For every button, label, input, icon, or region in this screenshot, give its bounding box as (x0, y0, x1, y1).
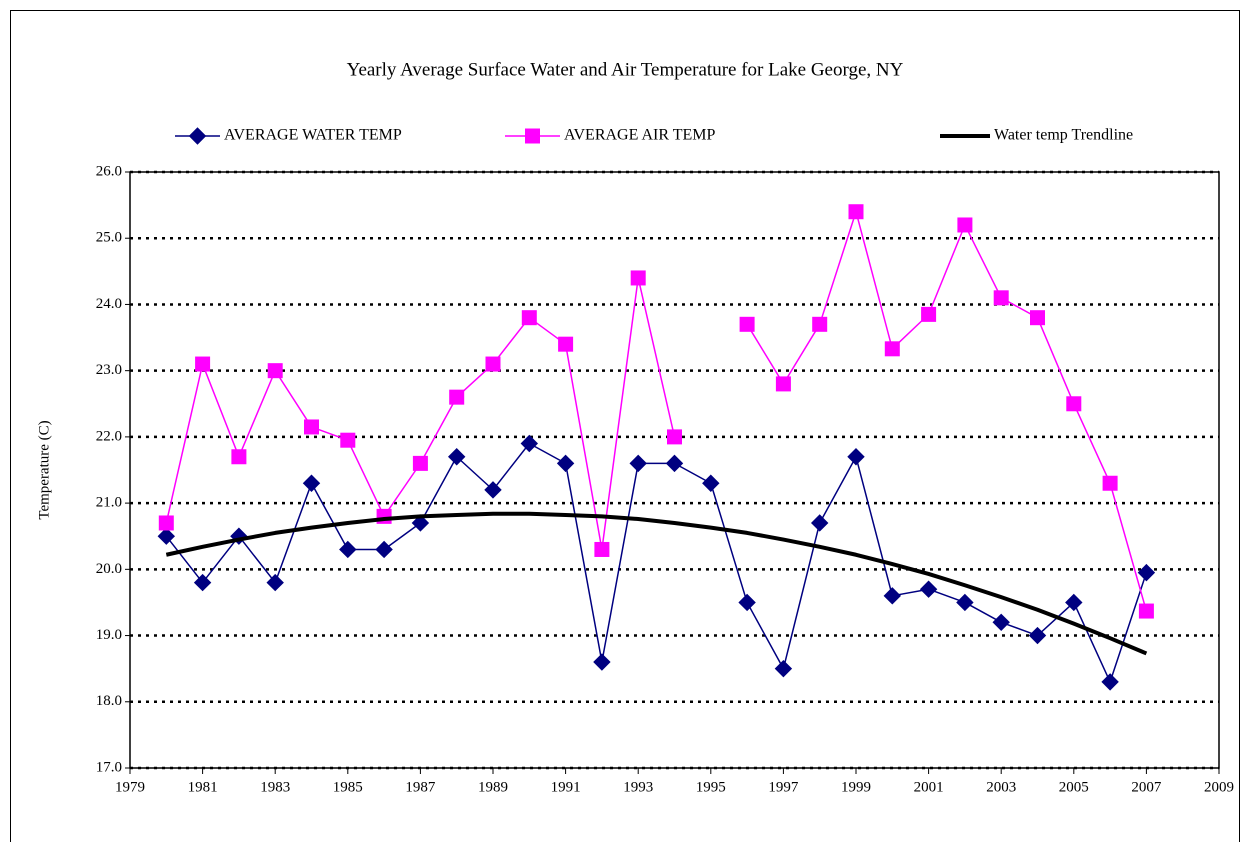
data-point (1066, 396, 1082, 412)
y-tick-label: 21.0 (96, 495, 122, 511)
x-tick-label: 1983 (260, 779, 290, 795)
data-point (266, 573, 284, 592)
data-point (1065, 593, 1083, 612)
chart-title: Yearly Average Surface Water and Air Tem… (347, 59, 904, 80)
data-point (556, 454, 575, 473)
y-tick-label: 22.0 (96, 428, 122, 444)
data-point (485, 356, 501, 372)
data-point (375, 540, 393, 559)
data-point (738, 593, 756, 612)
y-tick-label: 26.0 (96, 163, 122, 179)
data-point (1102, 475, 1118, 491)
data-point (812, 316, 828, 332)
legend-label: AVERAGE AIR TEMP (564, 127, 716, 144)
data-point (665, 454, 684, 473)
x-tick-label: 1979 (115, 779, 145, 795)
x-tick-label: 2007 (1131, 779, 1162, 795)
x-tick-label: 1989 (478, 779, 508, 795)
data-point (630, 270, 646, 286)
data-point (195, 356, 211, 372)
legend-label: AVERAGE WATER TEMP (224, 127, 402, 144)
x-tick-label: 2009 (1204, 779, 1234, 795)
data-point (667, 429, 682, 445)
plot-frame (129, 171, 1220, 769)
x-tick-label: 2005 (1059, 779, 1089, 795)
data-point (593, 653, 611, 671)
x-tick-label: 1995 (696, 779, 726, 795)
data-point (558, 336, 574, 352)
data-point (594, 541, 610, 557)
legend-marker (188, 127, 207, 145)
data-point (957, 217, 973, 233)
data-point (702, 474, 720, 492)
x-tick-label: 2001 (914, 779, 944, 795)
y-axis-label: Temperature (C) (36, 420, 52, 519)
data-point (1030, 310, 1045, 326)
data-point (884, 341, 900, 357)
y-tick-label: 18.0 (96, 693, 122, 709)
y-tick-label: 17.0 (96, 759, 122, 775)
data-point (774, 659, 793, 678)
series-line (165, 442, 1148, 683)
data-point (193, 573, 212, 592)
data-point (267, 363, 283, 379)
data-point (339, 540, 357, 559)
y-tick-label: 20.0 (96, 561, 122, 577)
data-point (956, 593, 974, 612)
data-point (848, 204, 864, 220)
legend-marker (525, 128, 540, 144)
data-point (340, 432, 356, 448)
data-point (921, 306, 937, 322)
y-tick-label: 23.0 (96, 362, 122, 378)
data-point (447, 448, 466, 466)
data-point (449, 389, 465, 405)
data-point (521, 310, 537, 326)
data-point (1101, 673, 1119, 691)
x-tick-label: 1991 (551, 779, 581, 795)
chart-border (10, 10, 1240, 842)
data-point (739, 316, 755, 332)
x-tick-label: 2003 (986, 779, 1016, 795)
y-tick-label: 24.0 (96, 296, 122, 312)
data-point (629, 454, 647, 473)
data-point (775, 376, 791, 392)
data-point (157, 527, 176, 545)
data-point (302, 474, 321, 492)
data-point (304, 419, 319, 435)
data-point (919, 580, 938, 598)
data-point (992, 613, 1010, 632)
x-tick-label: 1997 (768, 779, 799, 795)
x-tick-label: 1985 (333, 779, 363, 795)
data-point (520, 434, 539, 453)
x-tick-label: 1999 (841, 779, 871, 795)
y-tick-label: 25.0 (96, 230, 122, 246)
data-point (231, 449, 247, 465)
data-point (1028, 626, 1047, 645)
data-point (158, 515, 174, 531)
x-tick-label: 1981 (188, 779, 218, 795)
trendline (165, 511, 1148, 656)
data-point (883, 587, 902, 605)
data-point (484, 481, 502, 499)
data-point (810, 514, 829, 532)
data-point (411, 514, 430, 532)
x-tick-label: 1987 (405, 779, 436, 795)
legend-label: Water temp Trendline (994, 127, 1133, 144)
data-point (847, 448, 865, 466)
y-tick-label: 19.0 (96, 627, 122, 643)
x-tick-label: 1993 (623, 779, 653, 795)
data-point (412, 455, 428, 471)
data-point (1137, 563, 1156, 582)
data-point (1138, 603, 1154, 619)
data-point (993, 290, 1009, 306)
